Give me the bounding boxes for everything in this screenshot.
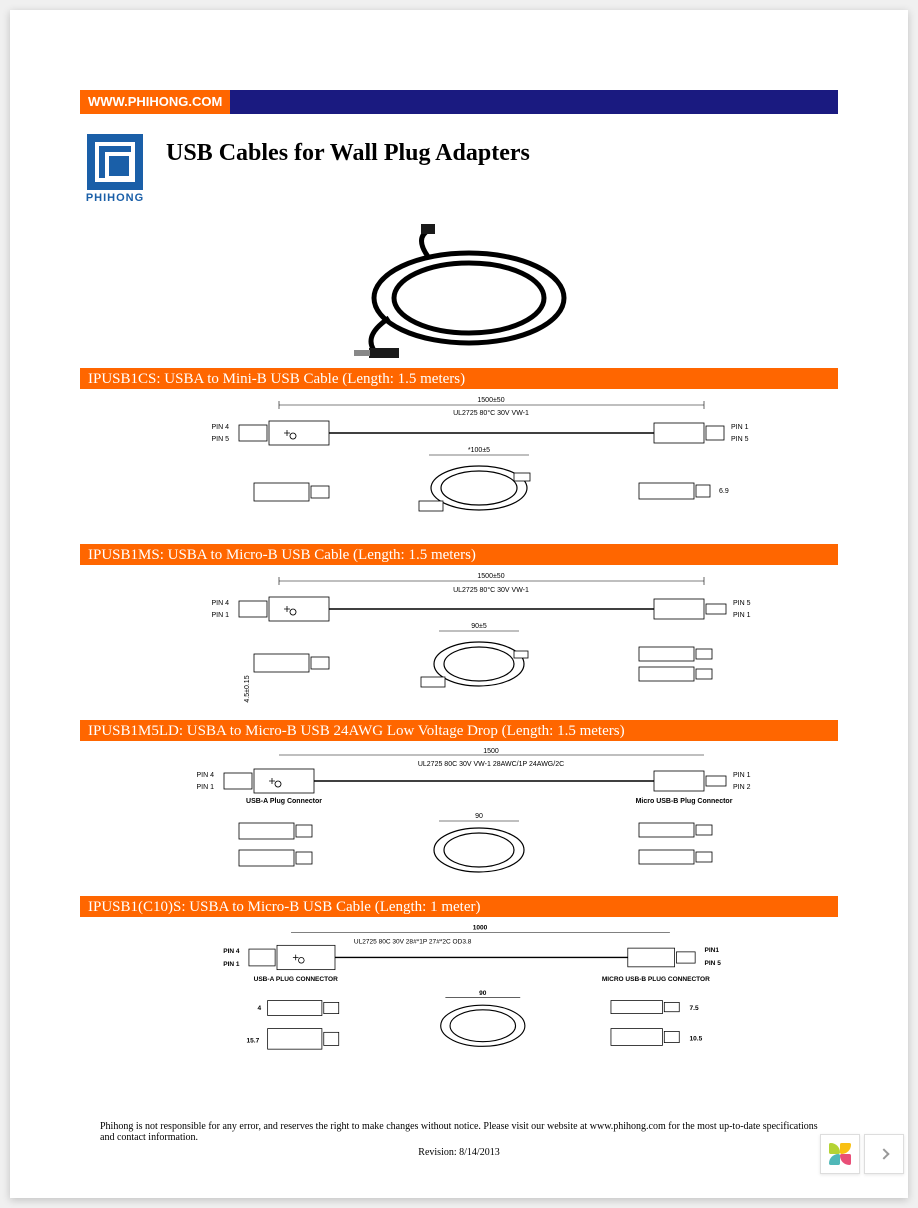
pin-label: PIN 5 (731, 436, 749, 443)
cable-spec: UL2725 80C 30V 28#*1P 27#*2C OD3.8 (353, 938, 471, 945)
pin-label: PIN 5 (704, 960, 721, 967)
pin-label: PIN 1 (733, 772, 751, 779)
pin-label: PIN 5 (211, 436, 229, 443)
diagram-2: 1500±50 UL2725 80°C 30V VW-1 PIN 4 PIN 1… (80, 569, 838, 714)
connector-label: MICRO USB-B PLUG CONNECTOR (601, 976, 709, 983)
connector-label: USB-A PLUG CONNECTOR (253, 976, 337, 983)
connector-label: Micro USB-B Plug Connector (636, 798, 733, 805)
dim-length: 1500±50 (477, 573, 504, 580)
viewer-controls (820, 1134, 904, 1174)
disclaimer-text: Phihong is not responsible for any error… (100, 1121, 818, 1143)
pin-label: PIN 1 (196, 784, 214, 791)
side-dim: 6.9 (719, 488, 729, 495)
cable-spec: UL2725 80°C 30V VW-1 (453, 586, 529, 594)
brand-logo: PHIHONG (80, 134, 150, 214)
pin-label: PIN 4 (223, 948, 240, 955)
pin-label: PIN 1 (733, 612, 751, 619)
pin-label: PIN1 (704, 947, 719, 954)
pinwheel-button[interactable] (820, 1134, 860, 1174)
pin-label: PIN 2 (733, 784, 751, 791)
side-dim: 7.5 (689, 1005, 698, 1012)
pin-label: PIN 4 (211, 424, 229, 431)
pin-label: PIN 1 (211, 612, 229, 619)
datasheet-page: WWW.PHIHONG.COM PHIHONG USB Cables for W… (10, 10, 908, 1198)
footer: Phihong is not responsible for any error… (100, 1121, 818, 1158)
bundle-dim: 90±5 (471, 623, 487, 630)
section-heading-2: IPUSB1MS: USBA to Micro-B USB Cable (Len… (80, 544, 838, 565)
chevron-right-icon (878, 1148, 889, 1159)
pin-label: PIN 4 (211, 600, 229, 607)
header-url: WWW.PHIHONG.COM (80, 90, 230, 114)
side-dim: 4 (257, 1005, 261, 1012)
side-dim: 15.7 (246, 1038, 259, 1045)
pinwheel-icon (829, 1143, 851, 1165)
brand-name: PHIHONG (86, 192, 144, 204)
dim-length: 1500±50 (477, 397, 504, 404)
bundle-dim: *100±5 (468, 447, 490, 454)
section-heading-4: IPUSB1(C10)S: USBA to Micro-B USB Cable … (80, 896, 838, 917)
pin-label: PIN 1 (223, 961, 240, 968)
pin-label: PIN 5 (733, 600, 751, 607)
hero-cable-photo (80, 208, 838, 358)
title-row: PHIHONG USB Cables for Wall Plug Adapter… (80, 134, 838, 214)
diagram-3: 1500 UL2725 80C 30V VW-1 28AWC/1P 24AWG/… (80, 745, 838, 890)
pin-label: PIN 4 (196, 772, 214, 779)
dim-length: 1500 (483, 748, 499, 755)
section-heading-1: IPUSB1CS: USBA to Mini-B USB Cable (Leng… (80, 368, 838, 389)
bundle-dim: 90 (475, 813, 483, 820)
cable-spec: UL2725 80C 30V VW-1 28AWC/1P 24AWG/2C (418, 761, 564, 768)
bundle-dim: 90 (479, 990, 487, 997)
diagram-1: 1500±50 UL2725 80°C 30V VW-1 PIN 4 PIN 5… (80, 393, 838, 538)
section-heading-3: IPUSB1M5LD: USBA to Micro-B USB 24AWG Lo… (80, 720, 838, 741)
header-blue-bar (230, 90, 838, 114)
header-bar: WWW.PHIHONG.COM (80, 90, 838, 114)
revision-text: Revision: 8/14/2013 (100, 1147, 818, 1158)
connector-label: USB-A Plug Connector (246, 798, 322, 805)
page-title: USB Cables for Wall Plug Adapters (166, 134, 530, 167)
cable-spec: UL2725 80°C 30V VW-1 (453, 409, 529, 417)
diagram-4: 1000 UL2725 80C 30V 28#*1P 27#*2C OD3.8 … (80, 921, 838, 1066)
dim-length: 1000 (472, 924, 487, 931)
side-dim: 4.5±0.15 (244, 675, 251, 702)
pin-label: PIN 1 (731, 424, 749, 431)
logo-icon (87, 134, 143, 190)
next-page-button[interactable] (864, 1134, 904, 1174)
side-dim: 10.5 (689, 1036, 702, 1043)
